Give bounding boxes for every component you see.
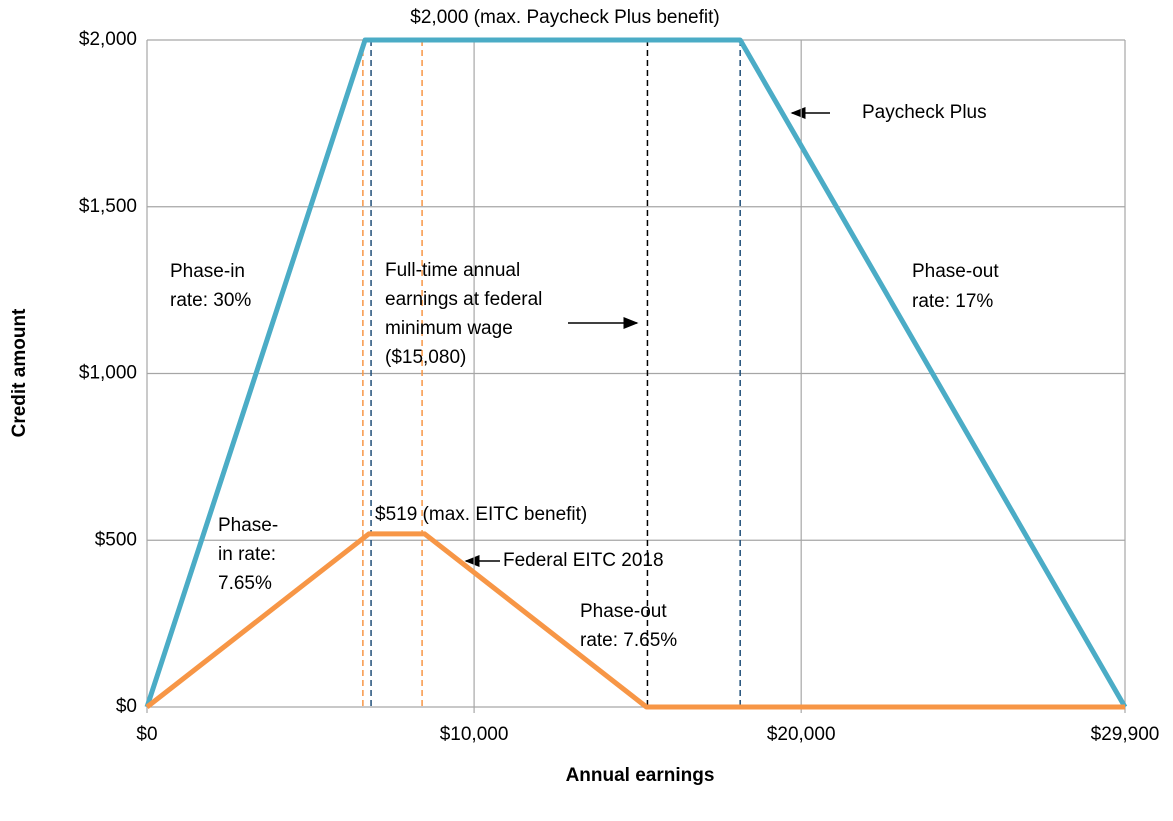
y-tick-label: $0 (116, 696, 137, 717)
y-tick-label: $2,000 (79, 29, 137, 50)
annotation: ($15,080) (385, 347, 466, 368)
annotation: Full-time annual (385, 260, 520, 281)
x-tick-label: $20,000 (767, 724, 836, 745)
y-tick-label: $1,500 (79, 196, 137, 217)
annotation: rate: 30% (170, 290, 251, 311)
annotation: earnings at federal (385, 289, 542, 310)
series-label: Paycheck Plus (862, 102, 987, 123)
x-tick-label: $10,000 (440, 724, 509, 745)
annotation: $2,000 (max. Paycheck Plus benefit) (410, 7, 719, 28)
annotation: Phase-out (912, 261, 999, 282)
annotation: 7.65% (218, 573, 272, 594)
y-axis-title: Credit amount (9, 308, 30, 437)
x-tick-label: $29,900 (1091, 724, 1160, 745)
series-line (144, 37, 1128, 709)
annotation: Phase-in (170, 261, 245, 282)
y-tick-label: $1,000 (79, 363, 137, 384)
annotation: $519 (max. EITC benefit) (375, 504, 587, 525)
y-tick-label: $500 (95, 529, 137, 550)
series-label: Federal EITC 2018 (503, 550, 664, 571)
annotation: in rate: (218, 544, 276, 565)
annotation: minimum wage (385, 318, 513, 339)
x-tick-label: $0 (136, 724, 157, 745)
annotation: Phase- (218, 515, 278, 536)
annotation: rate: 17% (912, 291, 993, 312)
x-axis-title: Annual earnings (566, 765, 715, 786)
annotation: rate: 7.65% (580, 630, 677, 651)
annotation: Phase-out (580, 601, 667, 622)
series-line (145, 531, 1125, 710)
